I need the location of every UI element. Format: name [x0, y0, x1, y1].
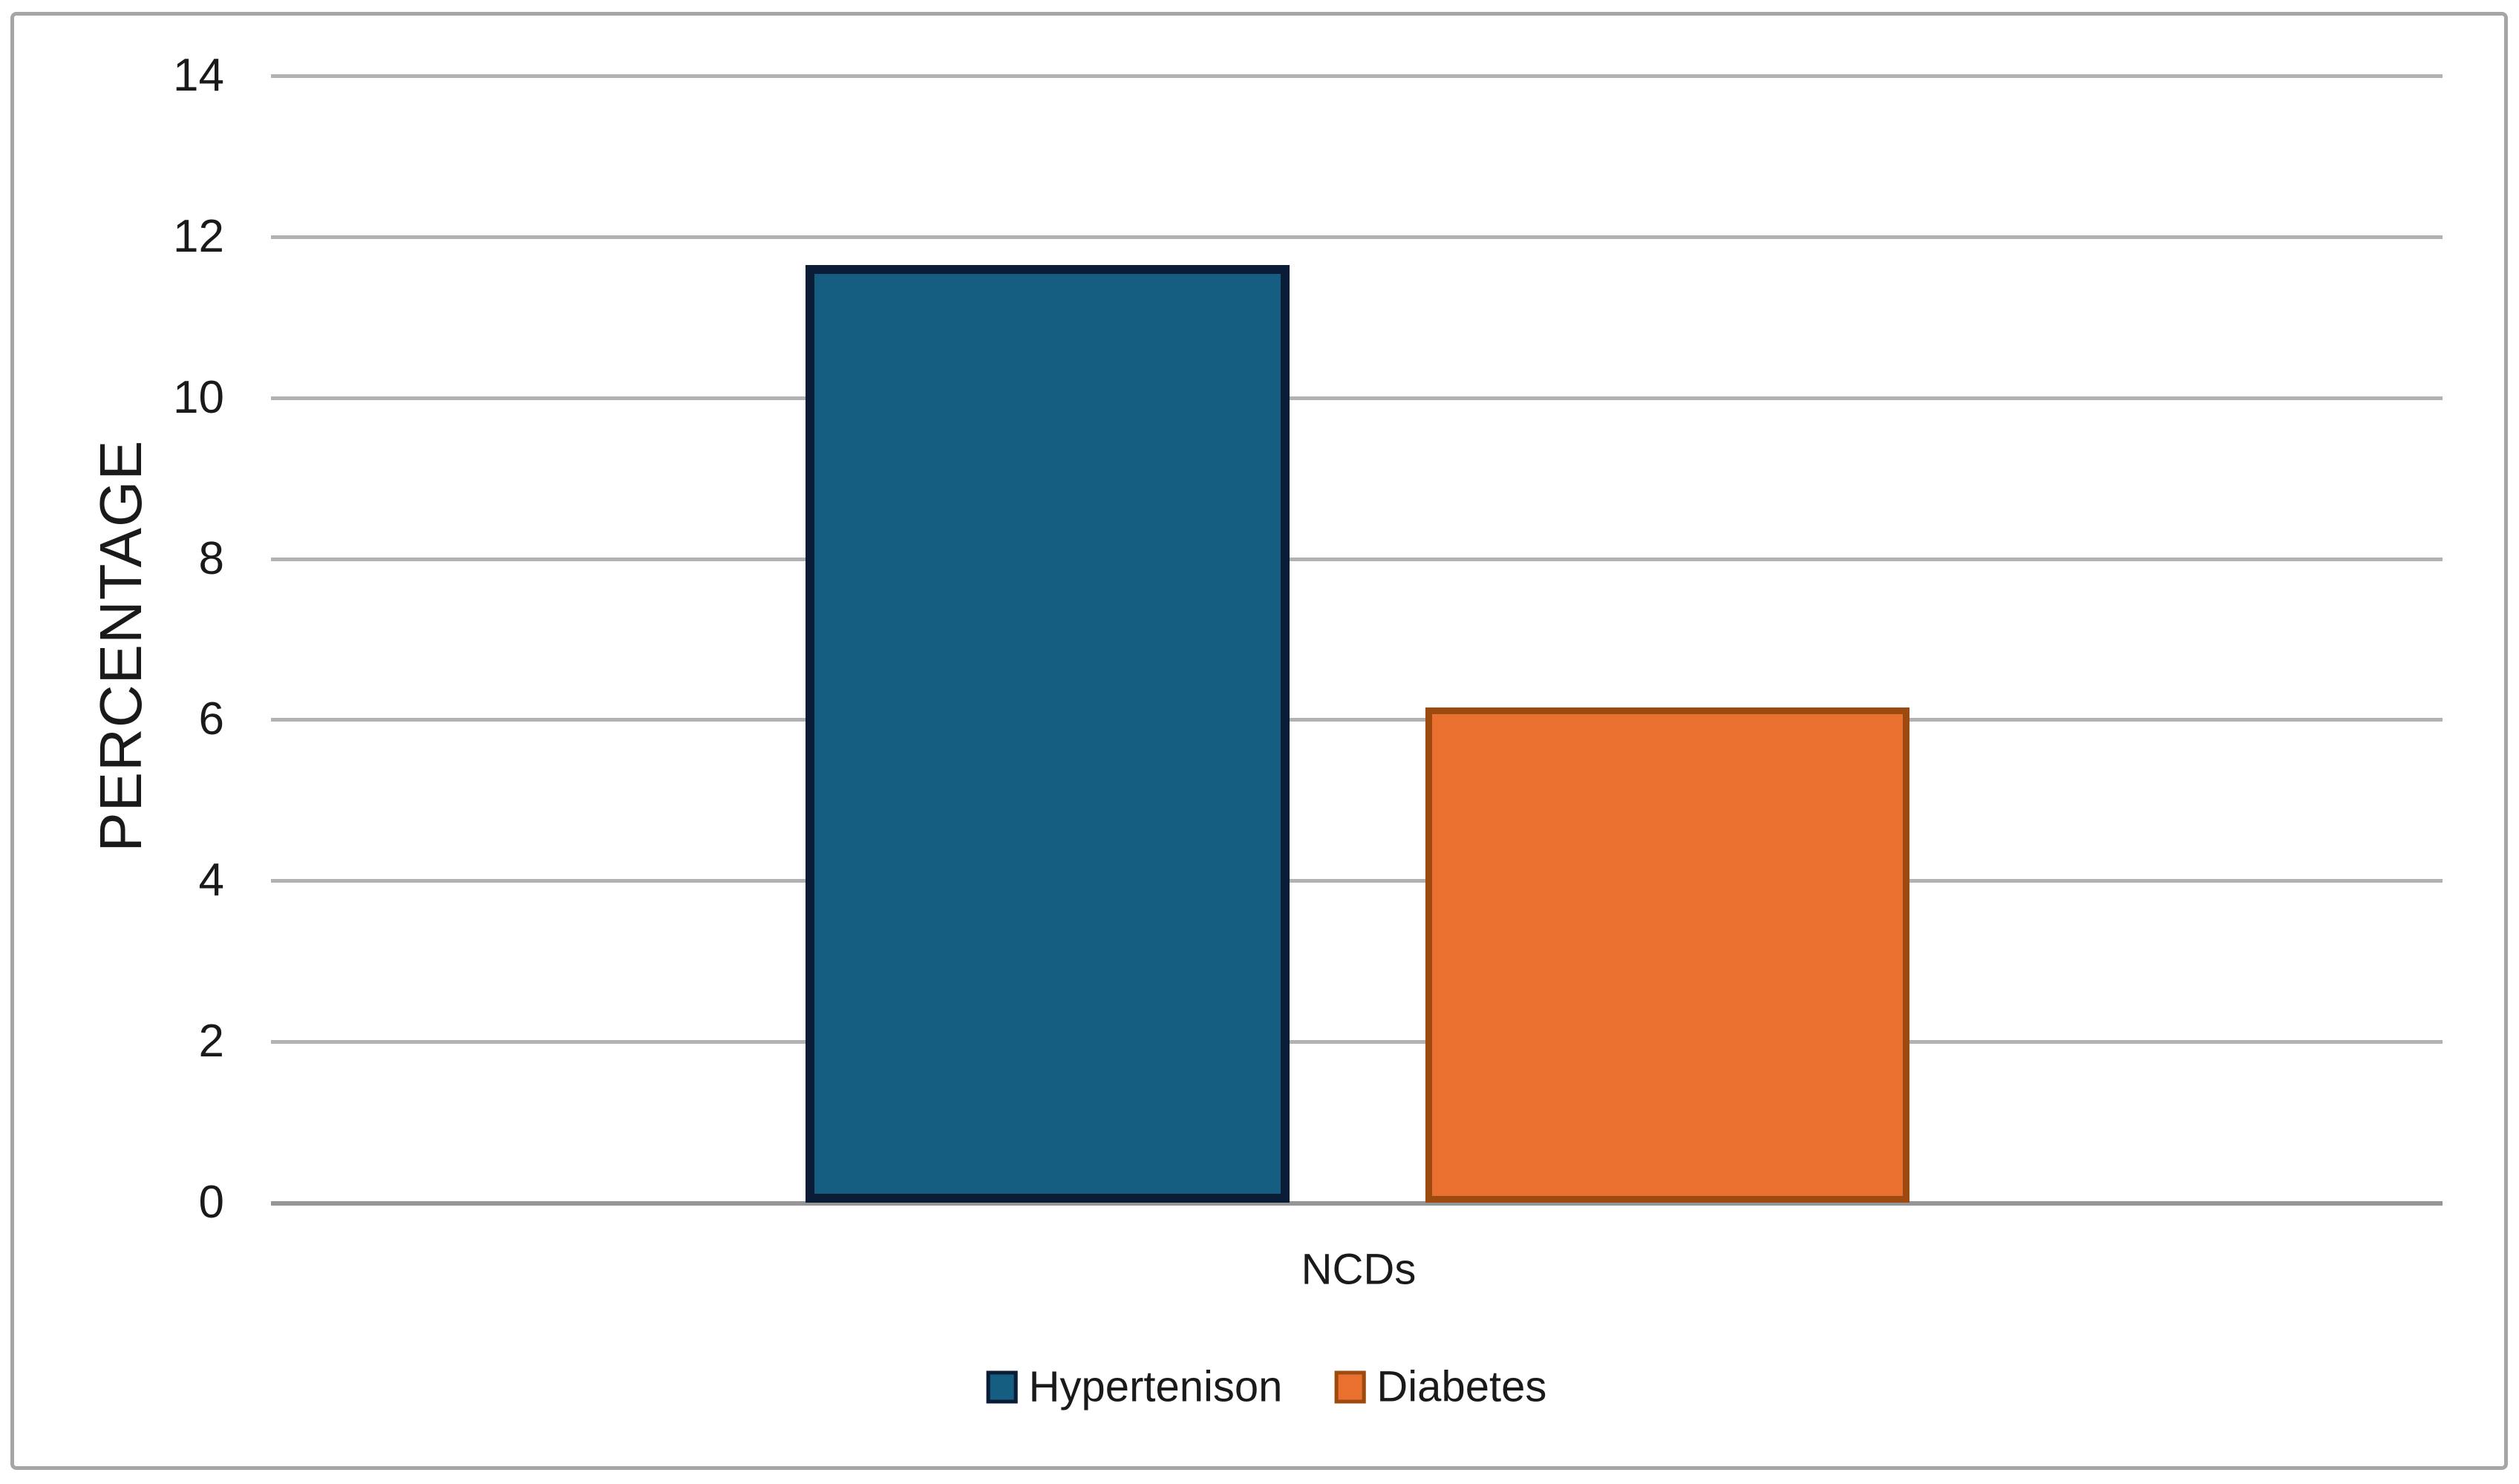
gridline-y-10	[271, 396, 2443, 400]
bar-hypertenison	[806, 264, 1290, 1203]
x-axis-category-label: NCDs	[1301, 1245, 1417, 1294]
x-axis-baseline	[271, 1201, 2443, 1206]
bar-diabetes	[1425, 707, 1909, 1203]
y-tick-label-2: 2	[198, 1016, 224, 1068]
y-tick-label-4: 4	[198, 854, 224, 906]
legend-swatch-diabetes	[1334, 1370, 1366, 1403]
gridline-y-8	[271, 557, 2443, 561]
y-axis-title: PERCENTAGE	[88, 439, 154, 852]
y-tick-label-10: 10	[173, 371, 224, 423]
y-tick-label-6: 6	[198, 693, 224, 745]
gridline-y-14	[271, 74, 2443, 78]
legend-label-hypertenison: Hypertenison	[1028, 1362, 1283, 1411]
legend: Hypertenison Diabetes	[986, 1362, 1546, 1412]
gridline-y-2	[271, 1040, 2443, 1045]
y-tick-label-0: 0	[198, 1177, 224, 1228]
y-tick-label-12: 12	[173, 210, 224, 262]
gridline-y-12	[271, 235, 2443, 239]
y-tick-label-14: 14	[173, 50, 224, 101]
legend-swatch-hypertenison	[986, 1370, 1018, 1403]
gridline-y-6	[271, 718, 2443, 722]
chart-frame-border	[10, 12, 2508, 1470]
y-tick-label-8: 8	[198, 532, 224, 584]
legend-item-hypertenison: Hypertenison	[986, 1362, 1283, 1412]
legend-item-diabetes: Diabetes	[1334, 1362, 1546, 1412]
legend-label-diabetes: Diabetes	[1376, 1362, 1547, 1411]
gridline-y-4	[271, 879, 2443, 883]
